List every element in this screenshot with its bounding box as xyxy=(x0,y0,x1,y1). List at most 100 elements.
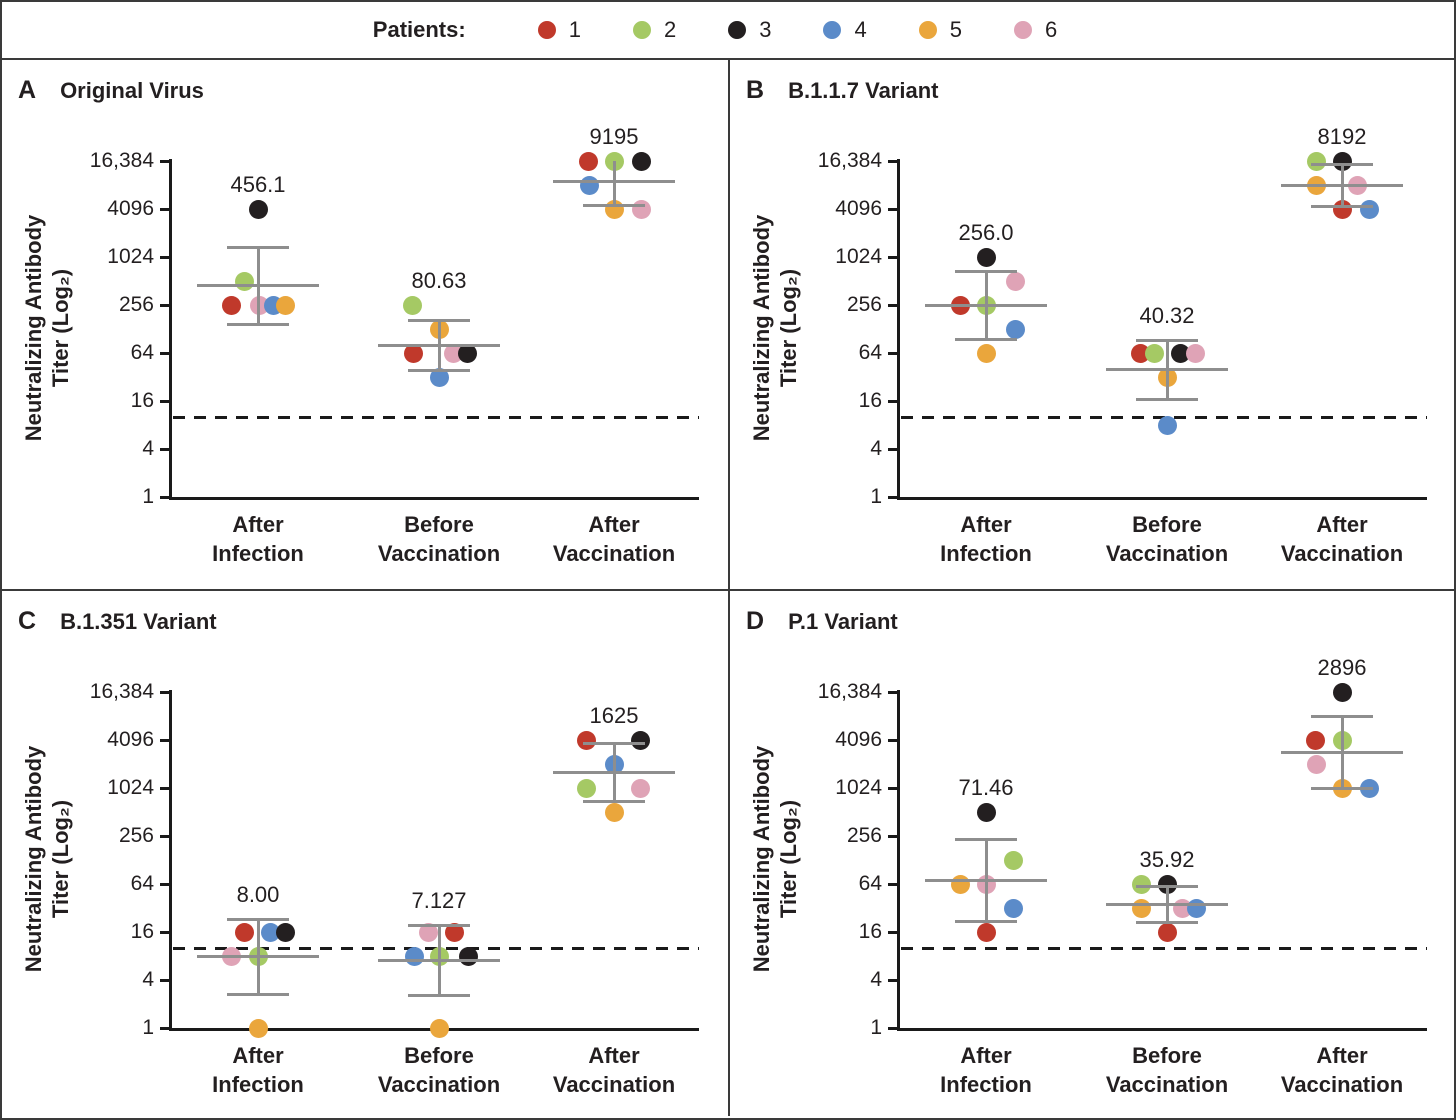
y-axis-line xyxy=(897,690,900,1030)
y-tick-label: 1 xyxy=(870,485,882,508)
error-bar-cap-upper xyxy=(408,319,470,322)
patient-1-dot-icon xyxy=(537,20,556,39)
y-tick-label: 1 xyxy=(142,1016,154,1039)
data-point-patient-5 xyxy=(977,344,996,363)
plot-area-b: 16,384 4096 1024 256 64 16 4 1 256.0 After Infecti… xyxy=(730,60,1454,587)
panel-b-title: B B.1.1.7 Variant xyxy=(746,76,938,105)
y-tick-mark xyxy=(160,787,169,790)
data-point-patient-1 xyxy=(1306,731,1325,750)
y-tick-mark xyxy=(160,931,169,934)
data-point-patient-3 xyxy=(1171,344,1190,363)
mean-line xyxy=(197,955,319,958)
data-point-patient-2 xyxy=(1307,152,1326,171)
error-bar-cap-upper xyxy=(955,270,1017,273)
gm-value-label: 40.32 xyxy=(1139,303,1195,328)
data-point-patient-2 xyxy=(577,779,596,798)
y-tick-label: 256 xyxy=(846,824,882,847)
data-point-patient-3 xyxy=(977,803,996,822)
legend-item-2: 2 xyxy=(632,17,676,43)
y-tick-mark xyxy=(160,400,169,403)
legend-title: Patients: xyxy=(372,17,466,42)
y-tick-label: 1024 xyxy=(107,245,154,268)
legend-item-3: 3 xyxy=(728,17,771,43)
plot-area-d: 16,384 4096 1024 256 64 16 4 1 71.46 After Infecti… xyxy=(730,591,1454,1118)
dashed-lod-line xyxy=(173,416,699,419)
panel-b: B B.1.1.7 Variant Neutralizing Antibody T… xyxy=(728,60,1454,589)
patient-4-dot-icon xyxy=(823,20,842,39)
data-point-patient-3 xyxy=(632,152,651,171)
data-point-patient-1 xyxy=(404,344,423,363)
y-tick-mark xyxy=(888,208,897,211)
patient-2-dot-icon xyxy=(632,20,651,39)
x-category-label-line2: Vaccination xyxy=(1105,541,1229,566)
error-bar-cap-lower xyxy=(227,993,289,996)
data-point-patient-6 xyxy=(631,779,650,798)
data-point-patient-3 xyxy=(977,248,996,267)
data-point-patient-5 xyxy=(276,296,295,315)
data-point-patient-1 xyxy=(977,923,996,942)
plot-area-c: 16,384 4096 1024 256 64 16 4 1 8.00 After Infectio… xyxy=(2,591,728,1118)
data-point-patient-5 xyxy=(430,1019,449,1038)
data-point-patient-3 xyxy=(631,731,650,750)
x-category-label-line1: After xyxy=(232,1043,284,1068)
data-point-patient-1 xyxy=(222,296,241,315)
error-bar-cap-lower xyxy=(583,204,645,207)
y-tick-label: 1024 xyxy=(835,776,882,799)
error-bar-cap-lower xyxy=(227,323,289,326)
x-category-label-line1: After xyxy=(588,512,640,537)
patient-3-dot-icon xyxy=(728,20,747,39)
gm-value-label: 8192 xyxy=(1317,124,1367,149)
data-point-patient-6 xyxy=(419,923,438,942)
panel-d-letter: D xyxy=(746,607,765,635)
y-tick-mark xyxy=(888,883,897,886)
gm-value-label: 8.00 xyxy=(236,882,280,907)
y-tick-label: 16 xyxy=(130,920,154,943)
mean-line xyxy=(1281,751,1403,754)
error-bar-cap-upper xyxy=(408,924,470,927)
y-tick-mark xyxy=(160,448,169,451)
data-point-patient-3 xyxy=(276,923,295,942)
mean-line xyxy=(1106,368,1228,371)
data-point-patient-2 xyxy=(1004,851,1023,870)
y-tick-mark xyxy=(888,979,897,982)
mean-line xyxy=(197,284,319,287)
x-axis-line xyxy=(897,1028,1427,1031)
error-bar-cap-lower xyxy=(1136,921,1198,924)
data-point-patient-4 xyxy=(430,368,449,387)
legend-item-label: 1 xyxy=(568,16,581,42)
y-tick-label: 16 xyxy=(130,389,154,412)
data-point-patient-3 xyxy=(1333,683,1352,702)
y-tick-mark xyxy=(888,256,897,259)
y-tick-label: 1024 xyxy=(835,245,882,268)
data-point-patient-6 xyxy=(1307,755,1326,774)
y-tick-mark xyxy=(888,1027,897,1030)
y-tick-label: 256 xyxy=(846,293,882,316)
data-point-patient-5 xyxy=(951,875,970,894)
mean-line xyxy=(1106,903,1228,906)
legend-item-label: 3 xyxy=(759,16,772,42)
data-point-patient-5 xyxy=(605,803,624,822)
data-point-patient-5 xyxy=(249,1019,268,1038)
gm-value-label: 7.127 xyxy=(411,888,467,913)
data-point-patient-4 xyxy=(405,947,424,966)
y-tick-label: 16,384 xyxy=(817,149,882,172)
patient-6-dot-icon xyxy=(1013,20,1032,39)
legend-item-4: 4 xyxy=(823,17,867,43)
y-tick-mark xyxy=(160,691,169,694)
y-tick-label: 4096 xyxy=(835,728,882,751)
x-category-label-line2: Vaccination xyxy=(552,1072,676,1097)
legend-items: 1 2 3 4 5 6 xyxy=(512,17,1084,44)
y-tick-label: 16,384 xyxy=(89,149,154,172)
x-category-label-line2: Vaccination xyxy=(377,1072,501,1097)
data-point-patient-1 xyxy=(577,731,596,750)
y-tick-mark xyxy=(888,496,897,499)
gm-value-label: 71.46 xyxy=(958,775,1014,800)
data-point-patient-1 xyxy=(579,152,598,171)
y-tick-label: 16 xyxy=(858,920,882,943)
y-tick-label: 256 xyxy=(118,293,154,316)
data-point-patient-2 xyxy=(1132,875,1151,894)
error-bar-cap-upper xyxy=(1311,163,1373,166)
panel-c-name: B.1.351 Variant xyxy=(60,609,217,634)
error-bar-cap-lower xyxy=(583,800,645,803)
